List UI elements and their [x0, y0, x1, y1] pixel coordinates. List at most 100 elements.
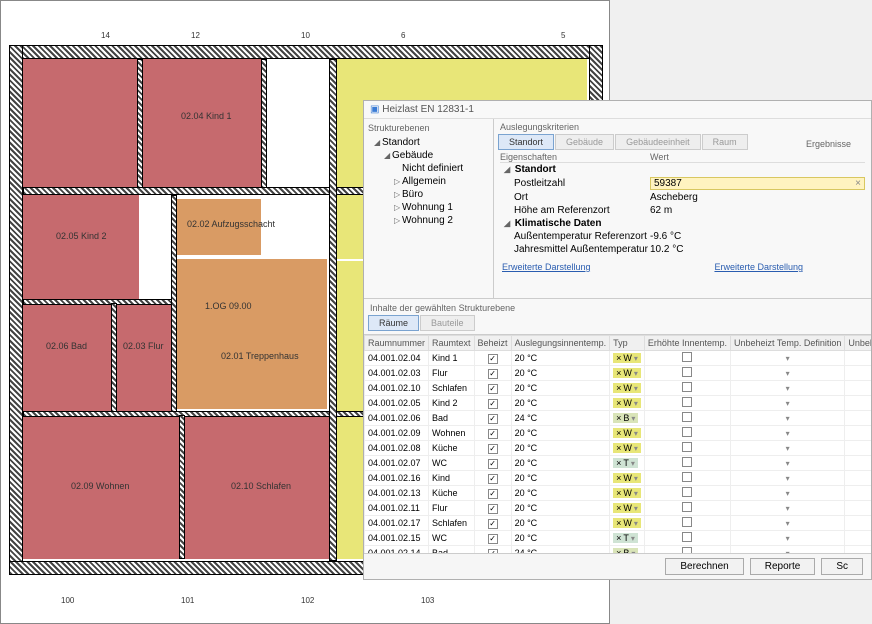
col-header[interactable]: Erhöhte Innentemp.: [644, 336, 730, 351]
chevron-down-icon[interactable]: ▾: [634, 399, 638, 408]
table-row[interactable]: 04.001.02.14Bad24 °C× B ▾▾0.5 1/h0 m³/h: [365, 546, 872, 554]
close-icon[interactable]: ×: [616, 488, 621, 498]
chevron-down-icon[interactable]: ▾: [786, 489, 790, 498]
tree-item[interactable]: ◢Gebäude: [368, 149, 489, 162]
col-header[interactable]: Auslegungsinnentemp.: [511, 336, 610, 351]
beheizt-checkbox[interactable]: [488, 519, 498, 529]
table-row[interactable]: 04.001.02.07WC20 °C× T ▾▾0.5 1/h0 m³/h: [365, 456, 872, 471]
chevron-down-icon[interactable]: ▾: [786, 519, 790, 528]
table-row[interactable]: 04.001.02.11Flur20 °C× W ▾▾0.5 1/h0 m³/h: [365, 501, 872, 516]
beheizt-checkbox[interactable]: [488, 384, 498, 394]
typ-cell[interactable]: × W ▾: [613, 383, 641, 393]
close-icon[interactable]: ×: [616, 503, 621, 513]
tree-item[interactable]: ◢Standort: [368, 136, 489, 149]
erh-checkbox[interactable]: [682, 517, 692, 527]
chevron-down-icon[interactable]: ▾: [634, 489, 638, 498]
chevron-down-icon[interactable]: ▾: [634, 504, 638, 513]
chevron-down-icon[interactable]: ▾: [786, 384, 790, 393]
table-row[interactable]: 04.001.02.08Küche20 °C× W ▾▾0.5 1/h0 m³/…: [365, 441, 872, 456]
tab-gebäudeeinheit[interactable]: Gebäudeeinheit: [615, 134, 701, 150]
col-header[interactable]: Beheizt: [474, 336, 511, 351]
prop-row[interactable]: OrtAscheberg: [500, 191, 865, 204]
typ-cell[interactable]: × W ▾: [613, 503, 641, 513]
beheizt-checkbox[interactable]: [488, 489, 498, 499]
table-row[interactable]: 04.001.02.13Küche20 °C× W ▾▾0.5 1/h0 m³/…: [365, 486, 872, 501]
close-icon[interactable]: ×: [616, 353, 621, 363]
beheizt-checkbox[interactable]: [488, 414, 498, 424]
chevron-down-icon[interactable]: ▾: [786, 534, 790, 543]
tree-item[interactable]: ▷Wohnung 1: [368, 201, 489, 214]
chevron-down-icon[interactable]: ▾: [631, 414, 635, 423]
tree-item[interactable]: Nicht definiert: [368, 162, 489, 175]
col-header[interactable]: Unbeheizt Temp. Definition: [730, 336, 844, 351]
typ-cell[interactable]: × W ▾: [613, 428, 641, 438]
erh-checkbox[interactable]: [682, 472, 692, 482]
chevron-down-icon[interactable]: ▾: [786, 459, 790, 468]
chevron-down-icon[interactable]: ▾: [786, 474, 790, 483]
chevron-down-icon[interactable]: ▾: [634, 384, 638, 393]
erh-checkbox[interactable]: [682, 442, 692, 452]
tree-item[interactable]: ▷Büro: [368, 188, 489, 201]
chevron-down-icon[interactable]: ▾: [634, 369, 638, 378]
tree-item[interactable]: ▷Wohnung 2: [368, 214, 489, 227]
close-icon[interactable]: ×: [616, 398, 621, 408]
tab-gebäude[interactable]: Gebäude: [555, 134, 614, 150]
chevron-down-icon[interactable]: ▾: [786, 399, 790, 408]
beheizt-checkbox[interactable]: [488, 504, 498, 514]
table-row[interactable]: 04.001.02.05Kind 220 °C× W ▾▾0.5 1/h0 m³…: [365, 396, 872, 411]
close-icon[interactable]: ×: [616, 518, 621, 528]
typ-cell[interactable]: × T ▾: [613, 533, 638, 543]
rooms-grid-wrap[interactable]: RaumnummerRaumtextBeheiztAuslegungsinnen…: [364, 334, 871, 553]
erh-checkbox[interactable]: [682, 532, 692, 542]
beheizt-checkbox[interactable]: [488, 444, 498, 454]
beheizt-checkbox[interactable]: [488, 354, 498, 364]
subtab-bauteile[interactable]: Bauteile: [420, 315, 475, 331]
table-row[interactable]: 04.001.02.04Kind 120 °C× W ▾▾0.5 1/h0 m³…: [365, 351, 872, 366]
chevron-down-icon[interactable]: ▾: [786, 354, 790, 363]
beheizt-checkbox[interactable]: [488, 474, 498, 484]
table-row[interactable]: 04.001.02.10Schlafen20 °C× W ▾▾0.5 1/h0 …: [365, 381, 872, 396]
beheizt-checkbox[interactable]: [488, 399, 498, 409]
beheizt-checkbox[interactable]: [488, 369, 498, 379]
chevron-down-icon[interactable]: ▾: [634, 519, 638, 528]
tree-item[interactable]: ▷Allgemein: [368, 175, 489, 188]
tab-raum[interactable]: Raum: [702, 134, 748, 150]
reporte-button[interactable]: Reporte: [750, 558, 816, 575]
beheizt-checkbox[interactable]: [488, 429, 498, 439]
typ-cell[interactable]: × T ▾: [613, 458, 638, 468]
prop-group[interactable]: ◢ Klimatische Daten: [500, 217, 865, 230]
col-header[interactable]: Unbeheizt temp.: [845, 336, 871, 351]
erw-darstellung-link-1[interactable]: Erweiterte Darstellung: [494, 258, 599, 276]
beheizt-checkbox[interactable]: [488, 459, 498, 469]
beheizt-checkbox[interactable]: [488, 534, 498, 544]
typ-cell[interactable]: × W ▾: [613, 488, 641, 498]
chevron-down-icon[interactable]: ▾: [786, 504, 790, 513]
chevron-down-icon[interactable]: ▾: [634, 354, 638, 363]
chevron-down-icon[interactable]: ▾: [786, 369, 790, 378]
erh-checkbox[interactable]: [682, 352, 692, 362]
typ-cell[interactable]: × W ▾: [613, 398, 641, 408]
close-icon[interactable]: ×: [616, 383, 621, 393]
prop-row[interactable]: Außentemperatur Referenzort-9.6 °C: [500, 230, 865, 243]
typ-cell[interactable]: × B ▾: [613, 413, 638, 423]
erh-checkbox[interactable]: [682, 487, 692, 497]
close-icon[interactable]: ×: [616, 428, 621, 438]
chevron-down-icon[interactable]: ▾: [631, 459, 635, 468]
erh-checkbox[interactable]: [682, 382, 692, 392]
chevron-down-icon[interactable]: ▾: [786, 444, 790, 453]
erw-darstellung-link-2[interactable]: Erweiterte Darstellung: [706, 258, 811, 276]
typ-cell[interactable]: × W ▾: [613, 518, 641, 528]
chevron-down-icon[interactable]: ▾: [786, 414, 790, 423]
erh-checkbox[interactable]: [682, 457, 692, 467]
prop-row[interactable]: Postleitzahl59387×: [500, 176, 865, 191]
prop-row[interactable]: Höhe am Referenzort62 m: [500, 204, 865, 217]
col-header[interactable]: Raumtext: [429, 336, 475, 351]
table-row[interactable]: 04.001.02.15WC20 °C× T ▾▾0.5 1/h0 m³/h: [365, 531, 872, 546]
chevron-down-icon[interactable]: ▾: [634, 429, 638, 438]
tab-standort[interactable]: Standort: [498, 134, 554, 150]
chevron-down-icon[interactable]: ▾: [786, 429, 790, 438]
erh-checkbox[interactable]: [682, 427, 692, 437]
table-row[interactable]: 04.001.02.16Kind20 °C× W ▾▾0.5 1/h0 m³/h: [365, 471, 872, 486]
subtab-räume[interactable]: Räume: [368, 315, 419, 331]
chevron-down-icon[interactable]: ▾: [631, 534, 635, 543]
